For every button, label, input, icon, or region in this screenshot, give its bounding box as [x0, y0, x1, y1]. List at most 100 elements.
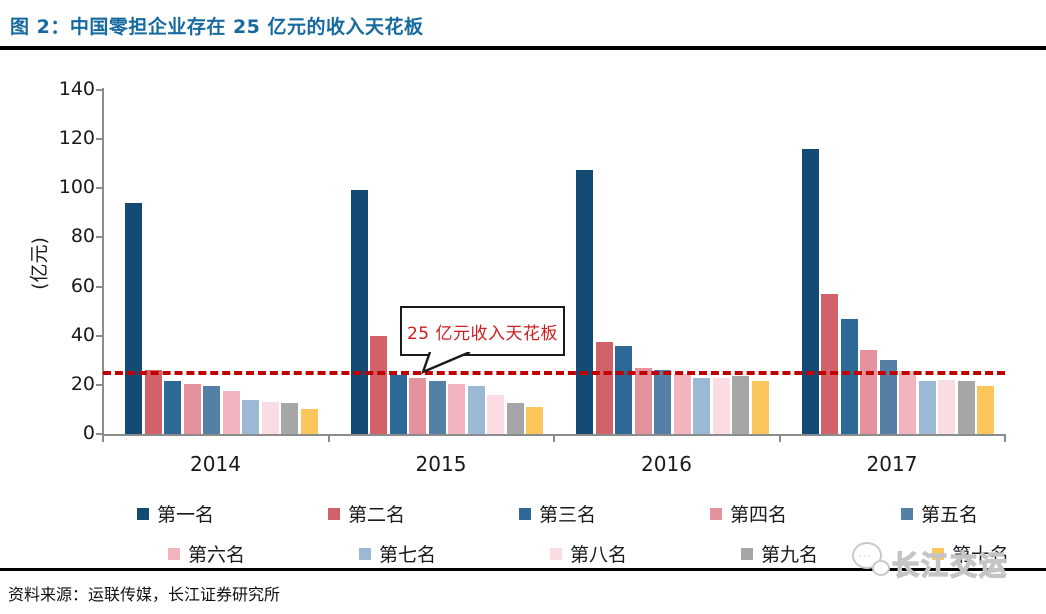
watermark-chat-bubble-small-icon [872, 560, 890, 576]
y-tick-mark-40 [96, 334, 103, 337]
bar-2017-rank3 [840, 318, 858, 434]
legend-marker-rank10 [932, 547, 944, 560]
bar-2014-rank6 [222, 391, 240, 434]
x-tick-mark-4 [1004, 435, 1006, 442]
y-tick-label-40: 40 [70, 323, 95, 346]
legend-row-1: 第一名 第二名 第三名 第四名 第五名 [137, 500, 1046, 527]
x-tick-mark-3 [778, 435, 781, 442]
bar-2015-rank4 [409, 377, 426, 434]
y-tick-mark-100 [96, 187, 103, 190]
x-axis-label-2017: 2017 [866, 452, 918, 476]
legend-row-2: 第六名 第七名 第八名 第九名 第十名 [168, 540, 1046, 567]
legend-label-rank10: 第十名 [952, 544, 1010, 566]
y-tick-mark-80 [96, 236, 103, 239]
bar-2015-rank10 [526, 406, 543, 434]
bar-2017-rank5 [879, 360, 897, 434]
legend-label-rank4: 第四名 [730, 504, 788, 526]
ceiling-annotation-pointer [421, 352, 471, 374]
bar-group-2017 [780, 90, 1006, 434]
bar-2015-rank1 [350, 189, 368, 434]
legend-item-rank1: 第一名 [137, 500, 328, 527]
bar-2017-rank7 [918, 381, 936, 434]
bar-2016-rank4 [634, 367, 652, 434]
y-tick-label-120: 120 [58, 127, 95, 150]
y-tick-mark-0 [96, 433, 103, 435]
legend-marker-rank6 [168, 547, 180, 560]
y-tick-mark-120 [96, 138, 103, 141]
y-tick-label-20: 20 [70, 372, 95, 395]
bar-2015-rank6 [448, 383, 465, 434]
bar-group-2016 [554, 90, 780, 434]
x-tick-mark-0 [102, 435, 104, 442]
bar-2016-rank9 [732, 376, 749, 434]
legend-item-rank3: 第三名 [519, 500, 710, 527]
ceiling-annotation-box: 25 亿元收入天花板 [400, 306, 565, 356]
bar-2017-rank8 [938, 379, 955, 434]
legend-marker-rank9 [741, 547, 753, 560]
bar-2017-rank9 [957, 381, 975, 434]
bar-2015-rank7 [467, 386, 485, 434]
bar-2016-rank1 [576, 169, 593, 434]
bar-2016-rank10 [751, 381, 769, 434]
bar-2017-rank4 [860, 350, 877, 434]
bar-2014-rank4 [183, 383, 201, 434]
legend-item-rank10: 第十名 [932, 540, 1046, 567]
bar-2017-rank6 [899, 371, 916, 434]
legend-label-rank2: 第二名 [348, 504, 406, 526]
legend-label-rank6: 第六名 [188, 544, 246, 566]
legend-marker-rank1 [137, 507, 149, 520]
bar-2015-rank9 [506, 403, 524, 434]
legend-label-rank8: 第八名 [570, 544, 628, 566]
legend-label-rank9: 第九名 [761, 544, 819, 566]
bar-2015-rank2 [370, 335, 387, 434]
bar-2017-rank1 [801, 148, 819, 434]
bar-2016-rank6 [673, 373, 691, 434]
ceiling-annotation-label: 25 亿元收入天花板 [406, 323, 559, 344]
x-tick-mark-1 [327, 435, 330, 442]
watermark: ··· 长江交运 [846, 536, 1046, 586]
legend-item-rank7: 第七名 [359, 540, 550, 567]
legend-item-rank5: 第五名 [901, 500, 1046, 527]
revenue-ceiling-dashed-line [103, 370, 1005, 375]
bar-2015-rank5 [428, 381, 446, 434]
bar-2014-rank3 [164, 381, 181, 434]
legend-marker-rank8 [550, 547, 562, 560]
x-axis-label-2014: 2014 [190, 452, 241, 476]
bar-2017-rank2 [821, 293, 838, 434]
y-tick-label-0: 0 [82, 422, 95, 444]
bar-2016-rank3 [615, 345, 632, 434]
y-tick-label-60: 60 [70, 274, 95, 297]
y-tick-mark-20 [96, 383, 103, 386]
legend-label-rank1: 第一名 [157, 504, 215, 526]
source-note: 资料来源：运联传媒，长江证券研究所 [8, 585, 281, 604]
bar-2015-rank3 [389, 375, 407, 434]
bar-group-2015 [329, 90, 555, 434]
y-tick-label-140: 140 [58, 78, 95, 100]
legend-marker-rank5 [901, 507, 913, 520]
bar-2014-rank2 [144, 370, 162, 434]
bar-2016-rank7 [693, 377, 710, 434]
watermark-bubble-dots: ··· [858, 550, 872, 563]
legend-label-rank7: 第七名 [379, 544, 437, 566]
legend-item-rank4: 第四名 [710, 500, 901, 527]
legend-marker-rank3 [519, 507, 531, 520]
bar-2014-rank8 [261, 402, 279, 434]
y-tick-label-100: 100 [58, 176, 95, 199]
y-tick-label-80: 80 [70, 225, 95, 248]
y-tick-mark-140 [96, 89, 103, 91]
watermark-text: 长江交运 [891, 550, 1008, 582]
legend-marker-rank4 [710, 507, 722, 520]
bar-2016-rank8 [712, 377, 730, 434]
y-axis-label: (亿元) [28, 237, 51, 290]
bar-2014-rank10 [300, 409, 318, 434]
bar-group-2014 [103, 90, 329, 434]
title-divider-line [0, 46, 1046, 50]
bar-2014-rank1 [125, 203, 142, 434]
footer-divider-line [0, 568, 1046, 571]
legend-item-rank9: 第九名 [741, 540, 932, 567]
legend-item-rank8: 第八名 [550, 540, 741, 567]
bar-2016-rank2 [595, 341, 613, 434]
x-axis-label-2016: 2016 [641, 452, 692, 476]
bar-2014-rank5 [203, 386, 220, 434]
